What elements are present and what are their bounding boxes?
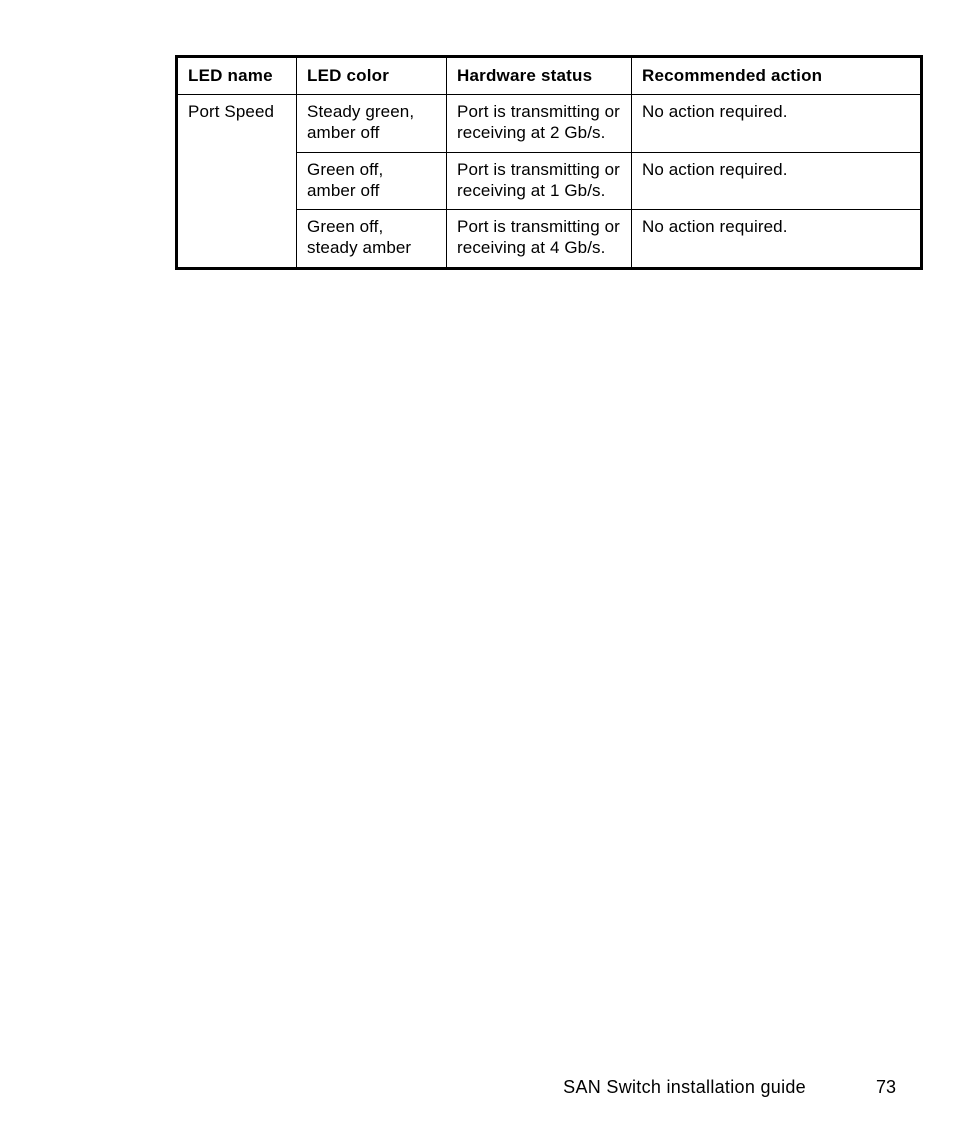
cell-led-color: Green off, steady amber bbox=[297, 210, 447, 269]
page-footer: SAN Switch installation guide 73 bbox=[0, 1077, 954, 1107]
cell-led-color: Green off, amber off bbox=[297, 152, 447, 210]
cell-led-name: Port Speed bbox=[177, 95, 297, 269]
cell-hardware-status: Port is transmitting or receiving at 1 G… bbox=[447, 152, 632, 210]
cell-recommended-action: No action required. bbox=[632, 95, 922, 153]
led-status-table-container: LED name LED color Hardware status Recom… bbox=[175, 55, 920, 270]
col-header-recommended-action: Recommended action bbox=[632, 57, 922, 95]
col-header-led-color: LED color bbox=[297, 57, 447, 95]
led-status-table: LED name LED color Hardware status Recom… bbox=[175, 55, 923, 270]
col-header-led-name: LED name bbox=[177, 57, 297, 95]
cell-led-color: Steady green, amber off bbox=[297, 95, 447, 153]
table-row: Port Speed Steady green, amber off Port … bbox=[177, 95, 922, 153]
cell-hardware-status: Port is transmitting or receiving at 4 G… bbox=[447, 210, 632, 269]
footer-page-number: 73 bbox=[876, 1077, 896, 1098]
document-page: LED name LED color Hardware status Recom… bbox=[0, 0, 954, 1145]
table-header-row: LED name LED color Hardware status Recom… bbox=[177, 57, 922, 95]
footer-doc-title: SAN Switch installation guide bbox=[563, 1077, 806, 1098]
cell-hardware-status: Port is transmitting or receiving at 2 G… bbox=[447, 95, 632, 153]
col-header-hardware-status: Hardware status bbox=[447, 57, 632, 95]
cell-recommended-action: No action required. bbox=[632, 152, 922, 210]
cell-recommended-action: No action required. bbox=[632, 210, 922, 269]
